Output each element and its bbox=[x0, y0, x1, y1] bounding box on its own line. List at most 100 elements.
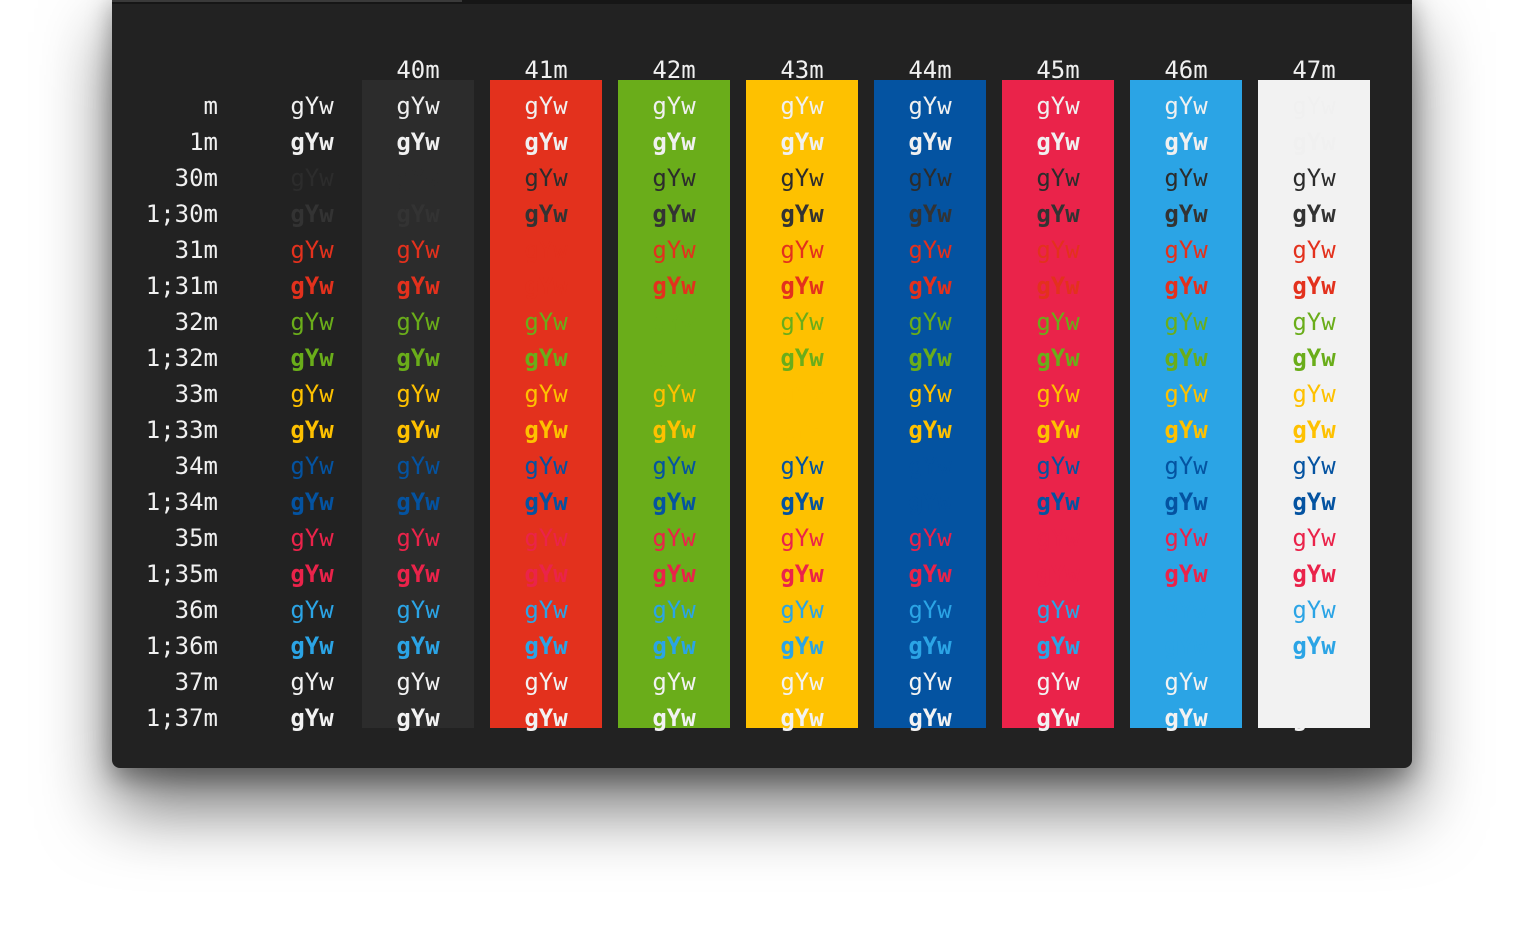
row-label: 1;30m bbox=[145, 200, 218, 228]
row-label: 32m bbox=[174, 308, 218, 336]
column-header: 46m bbox=[1164, 56, 1208, 84]
sample-cell: gYw bbox=[1036, 596, 1080, 624]
sample-cell: gYw bbox=[1036, 236, 1080, 264]
sample-cell: gYw bbox=[780, 632, 824, 660]
sample-cell: gYw bbox=[1292, 452, 1336, 480]
sample-cell: gYw bbox=[1292, 632, 1336, 660]
sample-cell: gYw bbox=[396, 344, 440, 372]
sample-cell: gYw bbox=[652, 236, 696, 264]
sample-cell: gYw bbox=[290, 632, 334, 660]
sample-cell: gYw bbox=[1036, 308, 1080, 336]
sample-cell: gYw bbox=[290, 200, 334, 228]
sample-cell: gYw bbox=[524, 380, 568, 408]
sample-cell: gYw bbox=[652, 416, 696, 444]
sample-cell: gYw bbox=[1164, 596, 1208, 624]
sample-cell: gYw bbox=[1164, 668, 1208, 696]
row-label: 1m bbox=[189, 128, 218, 156]
sample-cell: gYw bbox=[780, 596, 824, 624]
sample-cell: gYw bbox=[1164, 236, 1208, 264]
sample-cell: gYw bbox=[908, 524, 952, 552]
sample-cell: gYw bbox=[524, 704, 568, 732]
row-label: 1;31m bbox=[145, 272, 218, 300]
row-label: 1;37m bbox=[145, 704, 218, 732]
column-header: 47m bbox=[1292, 56, 1336, 84]
sample-cell: gYw bbox=[908, 200, 952, 228]
sample-cell: gYw bbox=[908, 416, 952, 444]
sample-cell: gYw bbox=[1292, 236, 1336, 264]
sample-cell: gYw bbox=[780, 668, 824, 696]
sample-cell: gYw bbox=[396, 668, 440, 696]
bg-column-42m bbox=[618, 80, 730, 728]
sample-cell: gYw bbox=[1036, 344, 1080, 372]
row-label: 30m bbox=[174, 164, 218, 192]
sample-cell: gYw bbox=[290, 164, 334, 192]
row-label: 1;33m bbox=[145, 416, 218, 444]
column-header: 45m bbox=[1036, 56, 1080, 84]
row-label: m bbox=[203, 92, 218, 120]
row-label: 34m bbox=[174, 452, 218, 480]
sample-cell: gYw bbox=[652, 524, 696, 552]
bg-column-47m bbox=[1258, 80, 1370, 728]
sample-cell: gYw bbox=[780, 308, 824, 336]
sample-cell: gYw bbox=[652, 668, 696, 696]
active-tab-indicator[interactable] bbox=[112, 0, 462, 2]
sample-cell: gYw bbox=[396, 704, 440, 732]
sample-cell: gYw bbox=[396, 236, 440, 264]
sample-cell: gYw bbox=[1164, 308, 1208, 336]
sample-cell: gYw bbox=[908, 560, 952, 588]
sample-cell: gYw bbox=[1292, 416, 1336, 444]
sample-cell: gYw bbox=[908, 128, 952, 156]
sample-cell: gYw bbox=[524, 344, 568, 372]
sample-cell: gYw bbox=[780, 488, 824, 516]
sample-cell: gYw bbox=[1292, 200, 1336, 228]
sample-cell: gYw bbox=[524, 596, 568, 624]
sample-cell: gYw bbox=[290, 272, 334, 300]
sample-cell: gYw bbox=[524, 488, 568, 516]
sample-cell: gYw bbox=[652, 164, 696, 192]
sample-cell: gYw bbox=[1292, 308, 1336, 336]
bg-column-44m bbox=[874, 80, 986, 728]
sample-cell: gYw bbox=[524, 452, 568, 480]
sample-cell: gYw bbox=[524, 560, 568, 588]
sample-cell: gYw bbox=[652, 308, 696, 336]
sample-cell: gYw bbox=[290, 416, 334, 444]
sample-cell: gYw bbox=[1036, 632, 1080, 660]
sample-cell: gYw bbox=[524, 524, 568, 552]
sample-cell: gYw bbox=[1164, 416, 1208, 444]
bg-column-41m bbox=[490, 80, 602, 728]
sample-cell: gYw bbox=[290, 596, 334, 624]
row-label: 31m bbox=[174, 236, 218, 264]
sample-cell: gYw bbox=[1292, 596, 1336, 624]
bg-column-40m bbox=[362, 80, 474, 728]
sample-cell: gYw bbox=[524, 92, 568, 120]
column-header: 40m bbox=[396, 56, 440, 84]
sample-cell: gYw bbox=[652, 560, 696, 588]
sample-cell: gYw bbox=[1292, 272, 1336, 300]
sample-cell: gYw bbox=[1036, 128, 1080, 156]
sample-cell: gYw bbox=[396, 488, 440, 516]
sample-cell: gYw bbox=[1164, 92, 1208, 120]
sample-cell: gYw bbox=[290, 524, 334, 552]
sample-cell: gYw bbox=[908, 380, 952, 408]
sample-cell: gYw bbox=[1292, 668, 1336, 696]
sample-cell: gYw bbox=[780, 92, 824, 120]
column-header: 44m bbox=[908, 56, 952, 84]
bg-column-46m bbox=[1130, 80, 1242, 728]
row-label: 37m bbox=[174, 668, 218, 696]
sample-cell: gYw bbox=[1036, 92, 1080, 120]
sample-cell: gYw bbox=[780, 524, 824, 552]
sample-cell: gYw bbox=[1036, 416, 1080, 444]
sample-cell: gYw bbox=[780, 380, 824, 408]
sample-cell: gYw bbox=[780, 272, 824, 300]
sample-cell: gYw bbox=[1036, 200, 1080, 228]
sample-cell: gYw bbox=[524, 164, 568, 192]
sample-cell: gYw bbox=[524, 416, 568, 444]
sample-cell: gYw bbox=[1164, 272, 1208, 300]
row-label: 1;34m bbox=[145, 488, 218, 516]
bg-column-43m bbox=[746, 80, 858, 728]
terminal-window[interactable]: 40m 41m 42m 43m 44m 45m 46m 47m m gYw gYw gYw gYw gYw… bbox=[112, 0, 1412, 768]
sample-cell: gYw bbox=[1164, 704, 1208, 732]
sample-cell: gYw bbox=[1292, 560, 1336, 588]
sample-cell: gYw bbox=[1164, 632, 1208, 660]
sample-cell: gYw bbox=[1164, 200, 1208, 228]
